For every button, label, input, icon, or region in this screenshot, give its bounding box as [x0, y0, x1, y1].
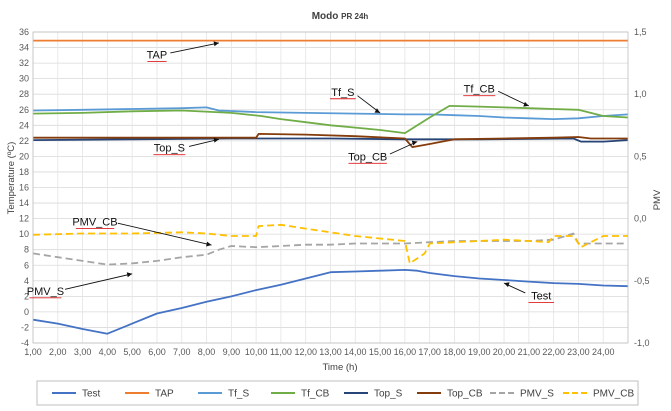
y-tick-label: 30 [19, 74, 29, 84]
y-axis-label: Temperature (ºC) [6, 142, 17, 215]
legend-entry: PMV_S [520, 389, 554, 400]
x-tick-label: 8,00 [198, 347, 216, 357]
x-tick-label: 1,00 [24, 347, 42, 357]
y-tick-label: 34 [19, 43, 29, 53]
x-tick-label: 3,00 [74, 347, 92, 357]
y-tick-label: 6 [24, 260, 29, 270]
y-tick-label: 28 [19, 89, 29, 99]
x-tick-label: 5,00 [123, 347, 141, 357]
x-axis-label: Time (h) [322, 362, 357, 373]
x-tick-label: 20,00 [493, 347, 516, 357]
annotation-arrow [170, 42, 220, 54]
annotation-arrow [64, 273, 133, 290]
annotation-label: Test [531, 290, 551, 302]
y-tick-label: -4 [21, 338, 29, 348]
annotation-label: PMV_CB [72, 217, 117, 229]
y2-tick-label: 1,0 [634, 89, 647, 99]
x-tick-label: 10,00 [245, 347, 268, 357]
annotation-arrowhead [213, 137, 219, 143]
annotation-label: Top_CB [348, 151, 387, 163]
series-line-pmv-cb [32, 223, 628, 265]
annotation-arrow [497, 90, 530, 107]
x-tick-label: 12,00 [294, 347, 317, 357]
y-tick-label: 8 [24, 245, 29, 255]
x-tick-label: 18,00 [443, 347, 466, 357]
y-tick-label: 14 [19, 198, 29, 208]
annotations: TAP Tf_S Tf_CB Top_S Top_CB PMV_CB PMV_S Test [27, 41, 555, 303]
annotation-arrowhead [504, 282, 510, 288]
y2-tick-label: -0,5 [634, 276, 650, 286]
y2-axis-label: PMV [652, 189, 663, 210]
series-line-top-s [32, 137, 629, 143]
annotation-arrowhead [374, 108, 381, 113]
x-tick-label: 14,00 [344, 347, 367, 357]
annotation-arrow [117, 222, 212, 246]
y-tick-label: 10 [19, 229, 29, 239]
x-tick-label: 23,00 [567, 347, 590, 357]
legend-entry: TAP [155, 389, 174, 400]
series-line-top-cb [33, 132, 628, 149]
annotation-label: TAP [147, 49, 168, 61]
series-line-tf-s [32, 106, 629, 120]
y-tick-label: 20 [19, 151, 29, 161]
y2-tick-label: 0,0 [634, 214, 647, 224]
legend: Test TAP Tf_S Tf_CB Top_S Top_CB PMV_S PMV_CB [52, 389, 634, 400]
x-tick-label: 6,00 [148, 347, 166, 357]
legend-entry: Top_CB [447, 389, 483, 400]
x-tick-label: 13,00 [319, 347, 342, 357]
chart-title: Modo PR 24h [312, 11, 369, 22]
annotation-label: PMV_S [27, 286, 64, 298]
y-tick-label: 22 [19, 136, 29, 146]
annotation-arrow [188, 138, 220, 147]
y-tick-label: 4 [24, 276, 29, 286]
x-tick-label: 4,00 [99, 347, 117, 357]
x-tick-label: 15,00 [369, 347, 392, 357]
x-tick-label: 11,00 [270, 347, 292, 357]
y-tick-label: 16 [19, 183, 29, 193]
annotation-arrowhead [523, 101, 529, 107]
series-group [32, 39, 629, 335]
legend-entry: Tf_CB [301, 389, 330, 400]
plot-area [32, 31, 629, 344]
annotation-arrowhead [206, 241, 212, 247]
y-tick-label: 2 [24, 291, 29, 301]
y-tick-label: 0 [24, 307, 29, 317]
annotation-arrowhead [213, 41, 219, 47]
series-line-pmv-s [32, 232, 628, 266]
y-tick-label: 26 [19, 105, 29, 115]
x-tick-label: 7,00 [173, 347, 191, 357]
legend-entry: Test [82, 389, 101, 400]
x-tick-label: 24,00 [592, 347, 615, 357]
series-line-test [32, 268, 629, 335]
y2-tick-label: -1,0 [634, 338, 650, 348]
annotation-label: Top_S [154, 143, 185, 155]
annotation-label: Tf_CB [464, 84, 495, 96]
annotation-arrowhead [126, 272, 133, 278]
x-tick-label: 21,00 [518, 347, 541, 357]
x-tick-label: 19,00 [468, 347, 491, 357]
y2-tick-label: 0,5 [634, 151, 647, 161]
legend-entry: Tf_S [228, 389, 249, 400]
y-tick-label: 18 [19, 167, 29, 177]
x-tick-label: 9,00 [223, 347, 241, 357]
y-tick-label: 32 [19, 58, 29, 68]
y2-tick-label: 1,5 [634, 27, 647, 37]
x-tick-label: 2,00 [49, 347, 67, 357]
legend-entry: Top_S [374, 389, 403, 400]
annotation-label: Tf_S [331, 87, 354, 99]
y-tick-label: 36 [19, 27, 29, 37]
annotation-arrowhead [411, 140, 418, 146]
x-tick-label: 22,00 [542, 347, 565, 357]
y-tick-label: 12 [19, 214, 29, 224]
axes: -4-20246810121416182022242628303234361,0… [19, 27, 650, 357]
legend-entry: PMV_CB [593, 389, 634, 400]
x-tick-label: 17,00 [418, 347, 441, 357]
y-tick-label: -2 [21, 322, 29, 332]
x-tick-label: 16,00 [394, 347, 417, 357]
y-tick-label: 24 [19, 120, 29, 130]
series-line-tf-cb [32, 105, 629, 135]
